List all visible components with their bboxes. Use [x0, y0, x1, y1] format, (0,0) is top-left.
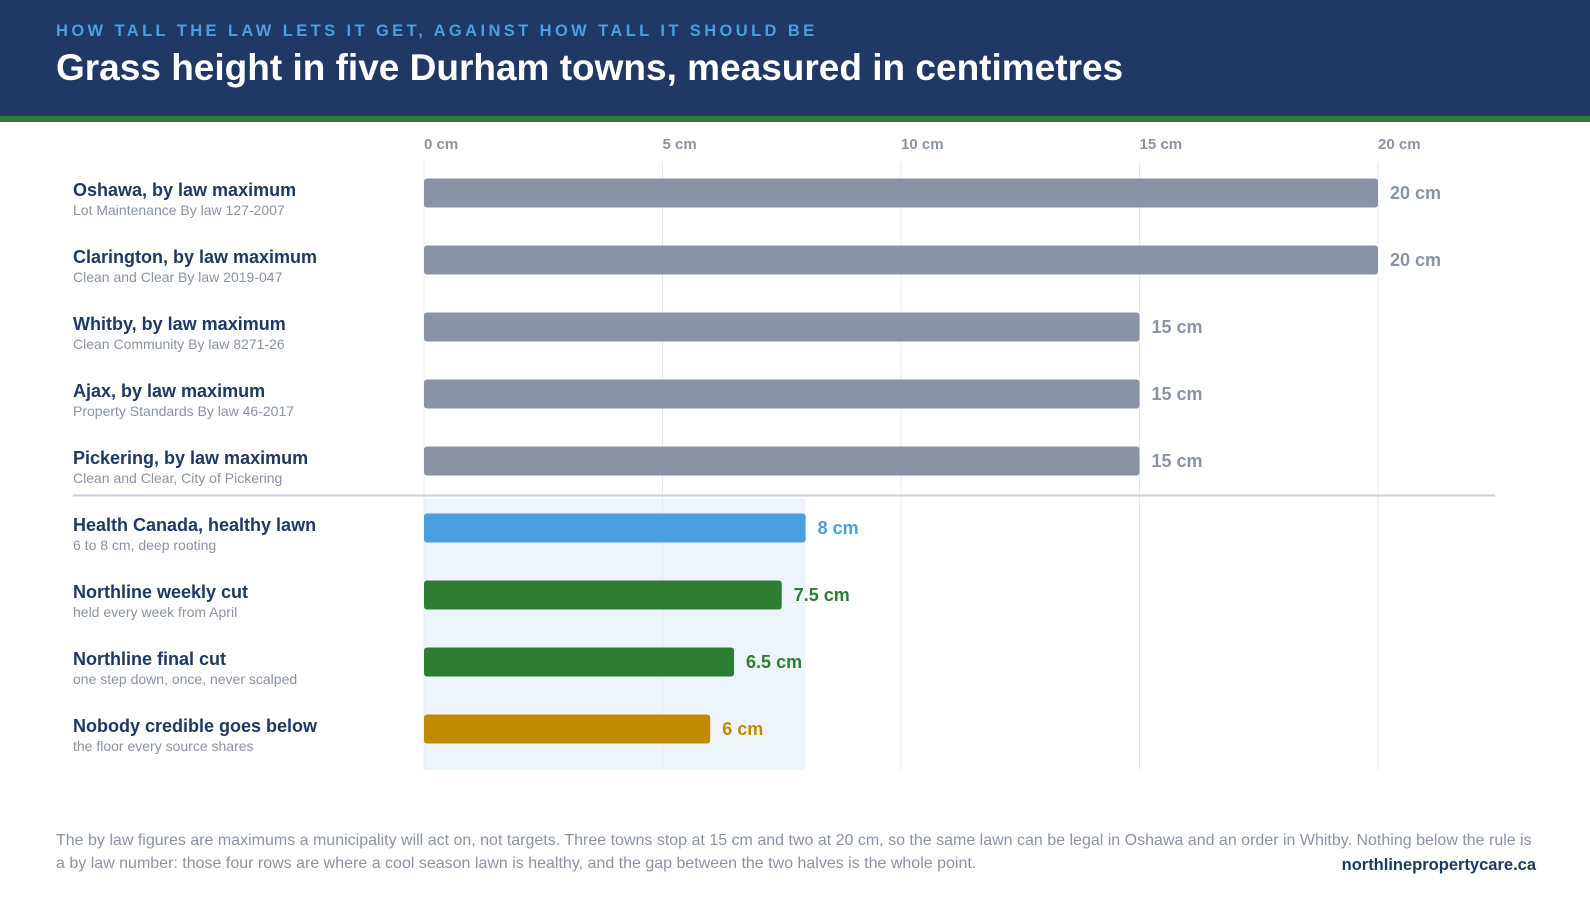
value-label: 7.5 cm [794, 585, 850, 605]
value-label: 6.5 cm [746, 652, 802, 672]
header-banner: HOW TALL THE LAW LETS IT GET, AGAINST HO… [0, 0, 1590, 116]
row-sublabel: one step down, once, never scalped [73, 671, 297, 687]
row-label: Oshawa, by law maximum [73, 180, 296, 200]
row-sublabel: Clean and Clear By law 2019-047 [73, 269, 283, 285]
row-labels: 20 cm Oshawa, by law maximum Lot Maintenan… [73, 180, 1441, 754]
bar [424, 513, 806, 543]
footnote: The by law figures are maximums a munici… [56, 832, 1532, 872]
bar [424, 647, 735, 677]
value-label: 15 cm [1152, 317, 1203, 337]
row-label: Northline weekly cut [73, 582, 248, 602]
row-label: Ajax, by law maximum [73, 381, 265, 401]
healthy-band-layer [424, 498, 806, 770]
value-label: 15 cm [1152, 384, 1203, 404]
x-tick-label: 10 cm [901, 136, 944, 153]
healthy-lawn-band [424, 498, 806, 770]
chart-title: Grass height in five Durham towns, measu… [56, 47, 1124, 88]
row-label: Nobody credible goes below [73, 716, 318, 736]
x-tick-label: 0 cm [424, 136, 458, 153]
x-tick-label: 20 cm [1378, 136, 1421, 153]
bar-chart: 0 cm 5 cm 10 cm 15 cm 20 cm 20 cm Oshawa, by … [73, 136, 1495, 770]
row-sublabel: the floor every source shares [73, 738, 254, 754]
row-label: Pickering, by law maximum [73, 448, 308, 468]
row-sublabel: Clean Community By law 8271-26 [73, 336, 285, 352]
row-sublabel: held every week from April [73, 604, 237, 620]
bar [424, 714, 711, 744]
row-label: Health Canada, healthy lawn [73, 515, 316, 535]
website-link[interactable]: northlinepropertycare.ca [1341, 856, 1536, 874]
row-label: Clarington, by law maximum [73, 247, 317, 267]
bar [424, 580, 782, 610]
row-sublabel: 6 to 8 cm, deep rooting [73, 537, 216, 553]
x-axis-ticks: 0 cm 5 cm 10 cm 15 cm 20 cm [424, 136, 1421, 153]
chart-kicker: HOW TALL THE LAW LETS IT GET, AGAINST HO… [56, 22, 818, 40]
x-tick-label: 15 cm [1140, 136, 1183, 153]
row-sublabel: Clean and Clear, City of Pickering [73, 470, 282, 486]
header-accent-rule [0, 116, 1590, 122]
row-label: Northline final cut [73, 649, 226, 669]
row-sublabel: Lot Maintenance By law 127-2007 [73, 202, 285, 218]
bar [424, 446, 1140, 476]
x-tick-label: 5 cm [663, 136, 697, 153]
bars [424, 178, 1378, 744]
bar [424, 178, 1378, 208]
value-label: 20 cm [1390, 183, 1441, 203]
value-label: 15 cm [1152, 451, 1203, 471]
bar [424, 245, 1378, 275]
row-sublabel: Property Standards By law 46-2017 [73, 403, 294, 419]
bar [424, 312, 1140, 342]
value-label: 6 cm [722, 719, 763, 739]
bar [424, 379, 1140, 409]
value-label: 20 cm [1390, 250, 1441, 270]
row-label: Whitby, by law maximum [73, 314, 286, 334]
value-label: 8 cm [818, 518, 859, 538]
